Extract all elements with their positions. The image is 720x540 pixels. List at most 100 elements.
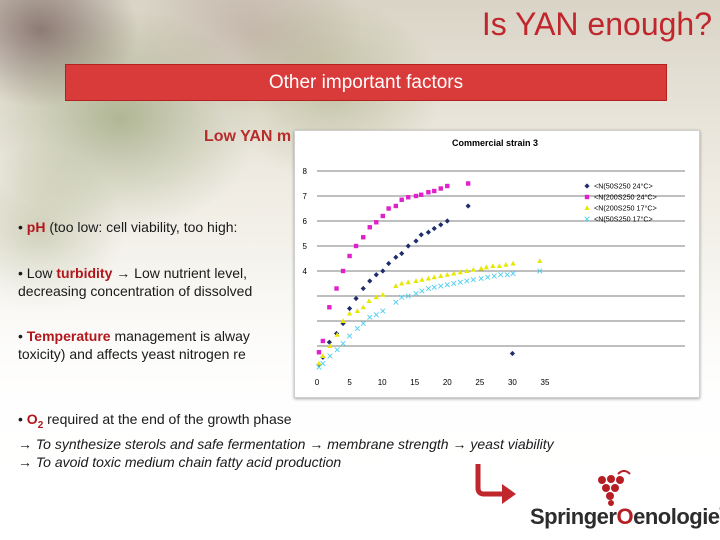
data-point <box>393 203 399 209</box>
data-point <box>457 279 463 285</box>
data-point <box>380 213 385 219</box>
data-point <box>478 275 484 282</box>
data-point <box>361 235 366 240</box>
data-point <box>380 268 386 274</box>
bullet-turbidity: • Low turbidity → Low nutrient level, de… <box>18 264 708 300</box>
legend-marker <box>584 216 590 222</box>
data-point <box>464 268 470 273</box>
bullet-prefix: • Low <box>18 265 57 281</box>
curved-arrow-icon <box>475 464 516 504</box>
data-point <box>327 343 333 348</box>
data-point <box>470 277 476 283</box>
arrow-icon: → <box>18 435 32 452</box>
data-point <box>496 263 502 268</box>
data-point <box>504 272 510 278</box>
data-point <box>366 298 372 303</box>
arrow-icon: → <box>116 265 131 281</box>
data-point <box>334 286 339 291</box>
data-point <box>510 270 516 277</box>
data-point <box>320 360 326 367</box>
data-point <box>451 280 457 287</box>
x-tick-label: 5 <box>347 378 352 387</box>
data-point <box>413 278 419 283</box>
data-point <box>510 260 516 266</box>
arrow-icon: → <box>309 435 324 452</box>
o2-line1-b: membrane strength <box>327 435 449 452</box>
data-point <box>418 232 424 238</box>
data-point <box>327 305 332 310</box>
bullet-prefix: • <box>18 219 27 235</box>
data-point <box>465 203 471 209</box>
data-point <box>340 340 346 347</box>
x-tick-label: 15 <box>410 378 419 387</box>
x-tick-label: 35 <box>541 378 550 387</box>
grape-cluster-icon <box>598 470 631 506</box>
legend-label: <N(200S250 24°C> <box>594 193 657 202</box>
data-point <box>386 260 392 267</box>
bullet-o2: • O2 required at the end of the growth p… <box>18 410 708 471</box>
data-point <box>316 360 322 366</box>
y-tick-label: 4 <box>303 267 308 276</box>
data-point <box>413 290 419 297</box>
data-point <box>405 243 411 249</box>
data-point <box>503 261 509 267</box>
data-point <box>367 225 372 230</box>
data-point <box>393 299 399 305</box>
data-point <box>438 222 444 228</box>
arrow-icon: → <box>18 453 32 470</box>
data-point <box>485 274 491 280</box>
data-point <box>346 310 353 316</box>
data-point <box>470 266 476 272</box>
o2-line2: To avoid toxic medium chain fatty acid p… <box>35 453 342 470</box>
data-point <box>537 258 543 263</box>
data-point <box>457 269 463 275</box>
x-tick-label: 25 <box>475 378 484 387</box>
legend-label: <N(50S250 17°C> <box>594 215 653 224</box>
data-point <box>367 314 373 320</box>
data-point <box>438 273 444 278</box>
data-point <box>367 278 373 284</box>
chart-title: Commercial strain 3 <box>452 138 538 148</box>
data-point <box>380 291 386 297</box>
data-point <box>432 188 437 194</box>
data-point <box>360 320 366 327</box>
data-point <box>491 273 497 279</box>
data-point <box>354 325 361 332</box>
subheading: Low YAN m <box>204 128 292 145</box>
bullet-highlight: Temperature <box>26 328 111 344</box>
data-point <box>399 280 405 286</box>
data-point <box>373 294 379 300</box>
data-point <box>444 282 450 288</box>
data-point <box>431 274 437 280</box>
data-point <box>426 190 431 195</box>
logo-text-o: O <box>616 504 634 529</box>
data-point <box>483 264 489 270</box>
data-point <box>393 283 399 288</box>
data-point <box>334 347 340 353</box>
bullet-text: (too low: cell viability, too high: <box>45 219 238 235</box>
data-point <box>451 270 457 276</box>
data-point <box>340 268 346 274</box>
data-point <box>419 276 425 282</box>
data-point <box>386 206 391 211</box>
data-point <box>373 272 379 278</box>
bullet-text-line2: toxicity) and affects yeast nitrogen re <box>18 346 246 362</box>
bullet-prefix: • <box>18 411 27 427</box>
data-point <box>373 312 379 318</box>
data-point <box>346 305 353 312</box>
data-point <box>425 275 431 281</box>
data-point <box>425 229 431 235</box>
data-point <box>327 353 333 359</box>
data-point <box>334 331 340 337</box>
data-point <box>393 254 399 260</box>
data-point <box>438 283 444 289</box>
x-tick-label: 30 <box>508 378 517 387</box>
data-point <box>360 285 366 292</box>
data-point <box>347 253 352 259</box>
logo-text-enologie: enologie <box>633 504 720 529</box>
data-point <box>490 263 496 268</box>
data-point <box>438 186 443 191</box>
data-point <box>413 193 419 199</box>
data-point <box>380 308 386 314</box>
data-point <box>509 350 516 357</box>
